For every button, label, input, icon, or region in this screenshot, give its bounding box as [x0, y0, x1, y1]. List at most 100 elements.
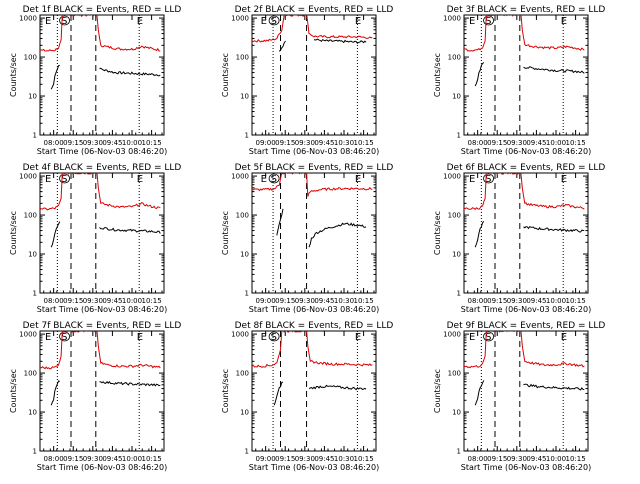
event-marker-s: S: [61, 332, 67, 343]
x-tick-label: 09:45: [102, 139, 122, 147]
event-marker-s: S: [61, 174, 67, 185]
x-tick-label: 10:00: [122, 139, 142, 147]
x-tick-label: 09:30: [507, 455, 527, 463]
circle-marker: [483, 173, 494, 184]
circle-marker: [268, 15, 280, 26]
series-events-line: [273, 381, 367, 406]
x-tick-label: 09:45: [314, 297, 334, 305]
event-marker-e: E: [355, 16, 361, 27]
y-axis-label: Counts/sec: [221, 211, 230, 255]
plot-frame: [39, 172, 165, 294]
event-marker-e: E: [45, 16, 51, 27]
y-axis-label: Counts/sec: [9, 211, 18, 255]
y-tick-label: 100: [24, 370, 37, 378]
event-marker-e: E: [137, 332, 143, 343]
circle-marker: [268, 173, 280, 184]
y-tick-label: 1000: [231, 15, 249, 23]
x-tick-label: 10:00: [122, 455, 142, 463]
y-tick-label: 10: [452, 251, 461, 259]
x-tick-label: 09:30: [295, 139, 315, 147]
x-axis-label: Start Time (06-Nov-03 08:46:20): [37, 147, 167, 156]
x-tick-label: 10:00: [546, 139, 566, 147]
y-tick-label: 1000: [443, 15, 461, 23]
y-tick-label: 10: [452, 409, 461, 417]
chart-title: Det 1f BLACK = Events, RED = LLD: [23, 5, 182, 15]
x-axis-label: Start Time (06-Nov-03 08:46:20): [249, 463, 379, 472]
y-tick-label: 1: [33, 448, 37, 456]
x-tick-label: 09:45: [102, 297, 122, 305]
y-tick-label: 10: [452, 93, 461, 101]
event-marker-s: S: [485, 174, 491, 185]
chart-panel-1: Det 1f BLACK = Events, RED = LLD 1 10 100 10…: [9, 5, 181, 156]
y-tick-label: 1000: [19, 331, 37, 339]
chart-title: Det 4f BLACK = Events, RED = LLD: [23, 163, 182, 173]
x-tick-label: 09:30: [83, 297, 103, 305]
event-marker-e: E: [469, 332, 475, 343]
series-lld-line: [252, 331, 373, 368]
x-tick-label: 09:30: [295, 297, 315, 305]
y-tick-label: 1000: [19, 173, 37, 181]
x-tick-label: 09:45: [526, 297, 546, 305]
series-events-line: [50, 221, 161, 248]
y-axis-label: Counts/sec: [9, 53, 18, 97]
x-tick-label: 10:00: [546, 455, 566, 463]
event-marker-e: E: [469, 174, 475, 185]
x-tick-label: 10:15: [566, 297, 586, 305]
x-tick-label: 09:45: [314, 139, 334, 147]
x-tick-label: 09:00: [256, 455, 276, 463]
y-tick-label: 10: [240, 251, 249, 259]
x-axis-label: Start Time (06-Nov-03 08:46:20): [249, 147, 379, 156]
x-tick-label: 09:30: [507, 139, 527, 147]
x-tick-label: 10:15: [142, 297, 162, 305]
y-tick-label: 100: [24, 54, 37, 62]
y-tick-label: 100: [236, 54, 249, 62]
series-events-line: [278, 38, 367, 52]
event-marker-e: E: [261, 174, 267, 185]
series-lld-line: [40, 15, 161, 52]
y-tick-label: 1: [245, 290, 249, 298]
x-tick-label: 10:15: [566, 455, 586, 463]
y-tick-label: 1000: [231, 173, 249, 181]
x-tick-label: 10:15: [354, 297, 374, 305]
x-tick-label: 08:00: [44, 139, 64, 147]
plot-frame: [39, 14, 165, 136]
event-marker-s: S: [271, 332, 277, 343]
y-tick-label: 10: [28, 251, 37, 259]
event-marker-e: E: [355, 332, 361, 343]
event-marker-e: E: [261, 332, 267, 343]
x-tick-label: 10:15: [566, 139, 586, 147]
plot-frame: [251, 172, 377, 294]
plot-frame: [463, 14, 589, 136]
event-marker-s: S: [271, 16, 277, 27]
x-tick-label: 09:15: [63, 139, 83, 147]
event-marker-e: E: [137, 174, 143, 185]
x-tick-label: 09:30: [507, 297, 527, 305]
x-tick-label: 08:00: [44, 455, 64, 463]
x-axis-label: Start Time (06-Nov-03 08:46:20): [37, 305, 167, 314]
x-tick-label: 09:00: [256, 139, 276, 147]
chart-panel-8: Det 8f BLACK = Events, RED = LLD 1 10 100 10…: [221, 321, 393, 472]
x-tick-label: 09:45: [314, 455, 334, 463]
y-tick-label: 1: [245, 132, 249, 140]
y-tick-label: 1: [457, 132, 461, 140]
x-tick-label: 08:00: [44, 297, 64, 305]
chart-panel-4: Det 4f BLACK = Events, RED = LLD 1 10 100 10…: [9, 163, 181, 314]
x-tick-label: 10:15: [142, 455, 162, 463]
event-marker-e: E: [137, 16, 143, 27]
plot-frame: [463, 330, 589, 452]
event-marker-e: E: [45, 332, 51, 343]
event-marker-e: E: [355, 174, 361, 185]
y-tick-label: 10: [28, 93, 37, 101]
plot-frame: [251, 330, 377, 452]
x-tick-label: 10:30: [334, 139, 354, 147]
y-tick-label: 100: [236, 212, 249, 220]
y-axis-label: Counts/sec: [433, 211, 442, 255]
y-axis-label: Counts/sec: [433, 53, 442, 97]
y-tick-label: 1: [33, 132, 37, 140]
chart-title: Det 7f BLACK = Events, RED = LLD: [23, 321, 182, 331]
x-tick-label: 08:00: [468, 297, 488, 305]
series-lld-line: [464, 331, 585, 369]
y-axis-label: Counts/sec: [9, 369, 18, 413]
